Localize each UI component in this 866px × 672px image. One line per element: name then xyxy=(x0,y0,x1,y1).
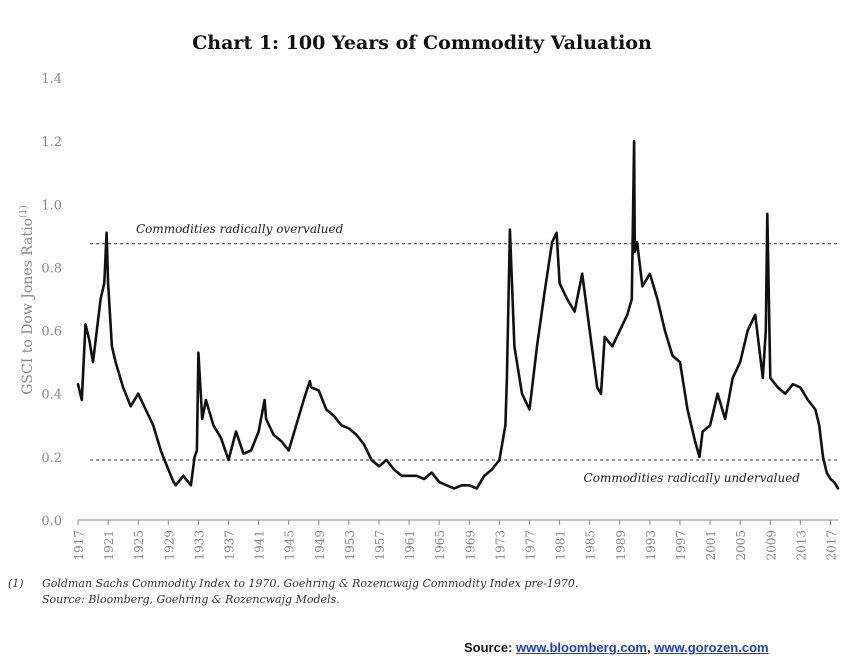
x-tick-label: 1989 xyxy=(614,530,628,561)
overvalued-label: Commodities radically overvalued xyxy=(136,222,344,236)
y-tick-label: 0.6 xyxy=(41,325,62,340)
y-tick-label: 0.4 xyxy=(41,388,62,403)
x-tick-label: 1961 xyxy=(403,530,417,561)
x-tick-label: 1937 xyxy=(222,530,236,561)
bloomberg-link[interactable]: www.bloomberg.com xyxy=(516,640,647,655)
source-line: Source: www.bloomberg.com, www.gorozen.c… xyxy=(464,640,769,655)
x-tick-label: 2009 xyxy=(764,530,778,561)
footnote-number: (1) xyxy=(8,577,24,590)
reference-lines: Commodities radically overvalued Commodit… xyxy=(90,222,838,485)
x-tick-label: 1945 xyxy=(283,530,297,561)
y-tick-label: 0.0 xyxy=(41,514,62,529)
x-tick-label: 2013 xyxy=(794,530,808,561)
y-tick-label: 1.4 xyxy=(41,72,62,87)
x-tick-label: 1981 xyxy=(554,530,568,561)
y-tick-label: 1.2 xyxy=(41,135,62,150)
x-tick-label: 1941 xyxy=(253,530,267,561)
x-tick-label: 1993 xyxy=(644,530,658,561)
x-tick-label: 1929 xyxy=(162,530,176,561)
x-tick-label: 1969 xyxy=(463,530,477,561)
svg-text:GSCI to Dow Jones Ratio(1): GSCI to Dow Jones Ratio(1) xyxy=(18,205,36,395)
x-tick-label: 2001 xyxy=(704,530,718,561)
x-tick-label: 1949 xyxy=(313,530,327,561)
y-tick-label: 0.2 xyxy=(41,451,62,466)
y-tick-label: 1.0 xyxy=(41,198,62,213)
x-tick-label: 1985 xyxy=(584,530,598,561)
y-tick-label: 0.8 xyxy=(41,261,62,276)
gsci-dow-ratio-line xyxy=(76,139,840,490)
x-tick-label: 1933 xyxy=(192,530,206,561)
x-tick-label: 1953 xyxy=(343,530,357,561)
footnote-line-1: Goldman Sachs Commodity Index to 1970. G… xyxy=(42,577,579,590)
footnote-line-2: Source: Bloomberg, Goehring & Rozencwajg… xyxy=(42,593,340,606)
x-tick-label: 1965 xyxy=(433,530,447,561)
axes: 0.0 0.2 0.4 0.6 0.8 1.0 1.2 1.4 1917 1921 1925 1929… xyxy=(41,72,838,561)
series-group xyxy=(76,139,840,490)
gorozen-link[interactable]: www.gorozen.com xyxy=(654,640,769,655)
y-axis-label-group: GSCI to Dow Jones Ratio(1) xyxy=(18,205,36,395)
x-tick-label: 1957 xyxy=(373,530,387,561)
x-tick-label: 1997 xyxy=(674,530,688,561)
source-prefix: Source: xyxy=(464,640,517,655)
x-tick-label: 2017 xyxy=(824,530,838,561)
x-tick-label: 1977 xyxy=(523,530,537,561)
x-tick-label: 1973 xyxy=(493,530,507,561)
x-tick-label: 1921 xyxy=(102,530,116,561)
footnote: (1) Goldman Sachs Commodity Index to 1970… xyxy=(8,576,578,608)
x-tick-label: 2005 xyxy=(734,530,748,561)
y-axis-label: GSCI to Dow Jones Ratio xyxy=(20,218,36,395)
x-tick-label: 1925 xyxy=(132,530,146,561)
undervalued-label: Commodities radically undervalued xyxy=(584,471,801,485)
source-separator: , xyxy=(647,640,655,655)
x-tick-label: 1917 xyxy=(72,530,86,561)
y-axis-label-superscript: (1) xyxy=(18,205,29,218)
chart-title: Chart 1: 100 Years of Commodity Valuatio… xyxy=(192,32,652,54)
